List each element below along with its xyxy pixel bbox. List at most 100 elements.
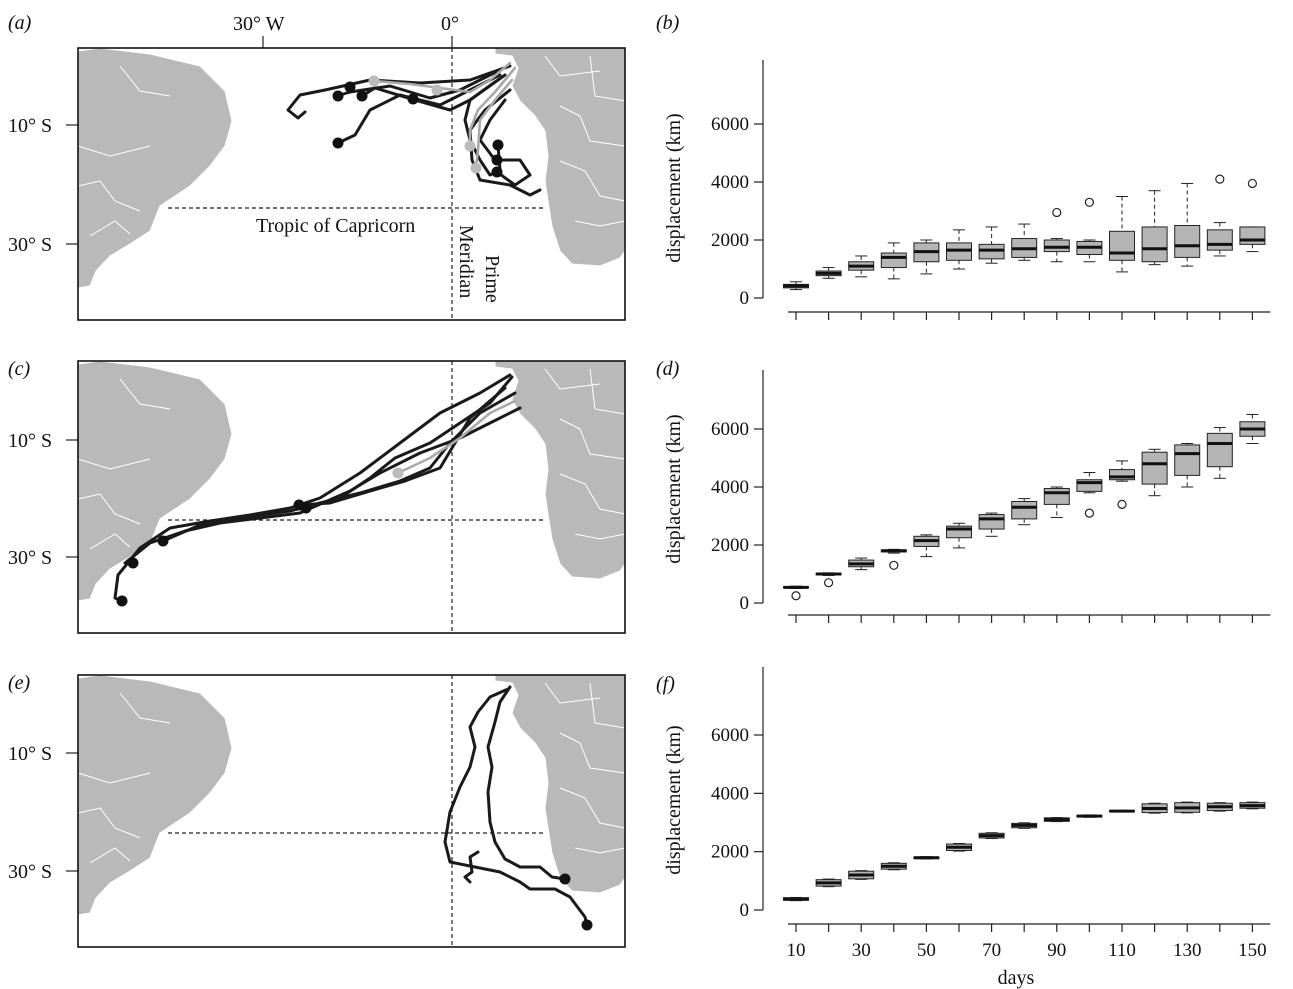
map-panel-a: (a) 30° W 0° 10° S 30° S Tropic of Capri… [8, 12, 626, 321]
box-120 [1141, 190, 1168, 266]
panel-label-c: (c) [8, 358, 31, 380]
tracks-e [443, 685, 589, 927]
box-iqr [1206, 432, 1233, 468]
x-tick-label: 90 [1047, 940, 1066, 961]
panel-label-a: (a) [8, 12, 32, 34]
x-tick-label: 130 [1173, 940, 1202, 961]
box-iqr [1109, 469, 1135, 481]
meridian-label-prime: Prime [481, 255, 503, 303]
map-frame [77, 360, 626, 634]
outlier [1247, 178, 1258, 189]
box-110 [1109, 809, 1135, 813]
lat-tick-10s: 10° S [8, 743, 52, 765]
lat-tick-10s: 10° S [8, 115, 52, 137]
ylabel-d: displacement (km) [663, 414, 685, 563]
box-140 [1206, 174, 1233, 257]
box-iqr [1239, 226, 1266, 245]
lon-tick-30w: 30° W [233, 13, 285, 35]
x-tick-label: 150 [1238, 940, 1267, 961]
endpoints-a [332, 75, 504, 178]
outlier [1052, 207, 1062, 218]
y-tick-label: 0 [740, 593, 750, 614]
box-20 [815, 878, 842, 888]
lat-tick-30s: 30° S [8, 234, 52, 256]
box-100 [1076, 814, 1103, 818]
box-50 [913, 239, 940, 275]
lat-tick-30s: 30° S [8, 861, 52, 883]
box-30 [848, 255, 875, 278]
box-80 [1011, 498, 1038, 526]
x-tick-label: 70 [982, 940, 1001, 961]
outlier [1117, 499, 1127, 509]
outlier [1084, 197, 1095, 207]
panel-label-b: (b) [656, 12, 680, 34]
box-150 [1239, 178, 1266, 253]
panel-label-e: (e) [8, 672, 31, 694]
y-tick-label: 4000 [711, 172, 749, 193]
box-80 [1011, 223, 1038, 261]
box-60 [946, 229, 972, 270]
y-tick-label: 6000 [711, 419, 749, 440]
box-130 [1174, 182, 1201, 267]
box-iqr [1011, 501, 1038, 520]
outlier [791, 591, 801, 601]
meridian-label-meridian: Meridian [455, 225, 477, 298]
endpoints-c [116, 467, 404, 607]
outlier [1084, 508, 1095, 518]
x-tick-label: 30 [852, 940, 871, 961]
box-30 [848, 557, 875, 571]
box-140 [1206, 427, 1233, 479]
boxplot-f: 0 2000 4000 6000 10 30 50 70 90 110 130 150 [711, 667, 1271, 961]
lat-tick-30s: 30° S [8, 547, 52, 569]
y-tick-label: 2000 [711, 230, 749, 251]
box-iqr [1043, 487, 1070, 505]
box-iqr [880, 252, 907, 269]
lon-tick-0: 0° [441, 13, 459, 35]
box-iqr [1141, 451, 1168, 485]
box-20 [815, 267, 842, 279]
panel-label-d: (d) [656, 358, 680, 380]
box-90 [1043, 817, 1070, 823]
box-iqr [978, 514, 1005, 530]
box-40 [880, 862, 907, 871]
tracks-a [286, 61, 542, 197]
map-panel-c: (c) 10° S 30° S [8, 358, 626, 634]
ylabel-f: displacement (km) [663, 725, 685, 874]
box-70 [978, 832, 1005, 840]
box-iqr [1174, 444, 1201, 476]
box-90 [1043, 207, 1070, 263]
box-80 [1011, 822, 1038, 829]
box-70 [978, 512, 1005, 537]
box-90 [1043, 486, 1070, 518]
map-frame [77, 47, 626, 321]
box-iqr [1206, 229, 1233, 251]
y-tick-label: 2000 [711, 842, 749, 863]
box-iqr [1141, 226, 1168, 263]
y-tick-label: 0 [740, 900, 750, 921]
lat-tick-10s: 10° S [8, 430, 52, 452]
y-tick-label: 2000 [711, 535, 749, 556]
box-20 [815, 572, 842, 588]
panel-label-f: (f) [656, 673, 675, 695]
endpoints-e [559, 873, 593, 931]
box-70 [978, 226, 1005, 264]
box-110 [1109, 196, 1135, 273]
box-iqr [1076, 479, 1103, 492]
box-10 [783, 896, 809, 902]
y-tick-label: 6000 [711, 725, 749, 746]
box-30 [848, 870, 875, 880]
box-100 [1076, 472, 1103, 518]
y-tick-label: 4000 [711, 783, 749, 804]
box-iqr [1174, 225, 1201, 258]
box-130 [1174, 443, 1201, 488]
tracks-c [113, 373, 522, 603]
box-50 [913, 856, 940, 860]
ylabel-b: displacement (km) [663, 113, 685, 262]
outlier [823, 578, 834, 588]
y-tick-label: 6000 [711, 114, 749, 135]
box-10 [783, 585, 809, 601]
x-tick-label: 110 [1108, 940, 1136, 961]
box-100 [1076, 197, 1103, 263]
box-50 [913, 534, 940, 558]
boxplot-d: 0 2000 4000 6000 [711, 370, 1271, 623]
